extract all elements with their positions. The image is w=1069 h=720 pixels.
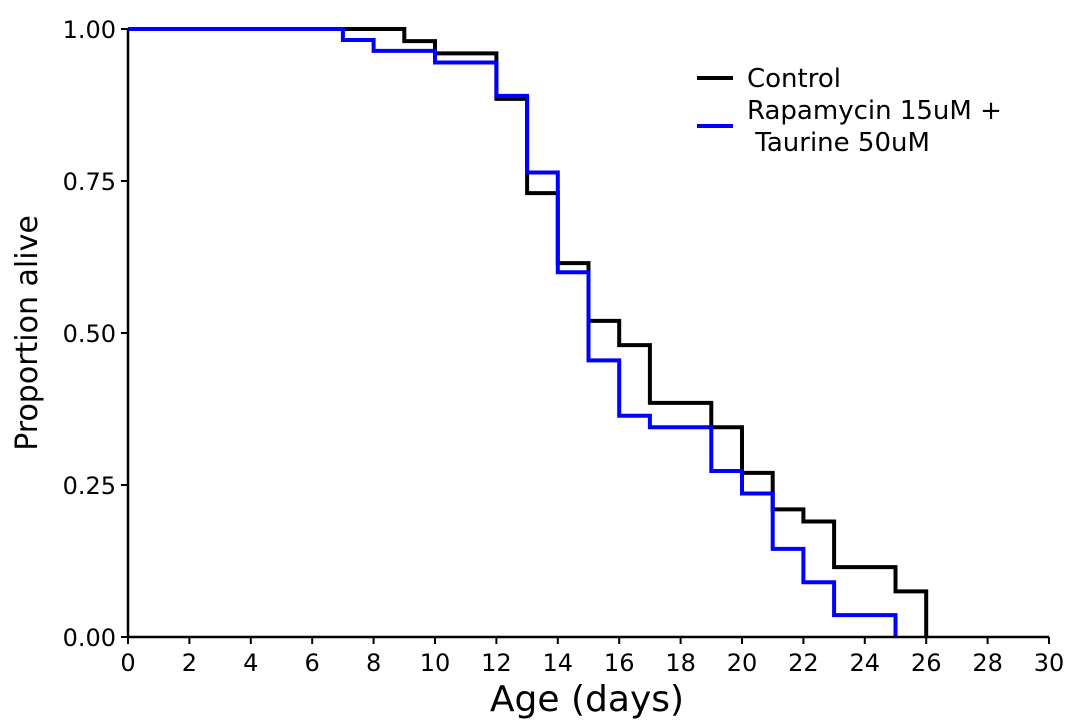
x-tick-label: 8 (366, 649, 381, 677)
series-layer (128, 27, 929, 637)
x-tick-label: 16 (604, 649, 635, 677)
x-tick-label: 0 (120, 649, 135, 677)
legend-label-1: Rapamycin 15uM + Taurine 50uM (747, 96, 1002, 158)
y-tick-label: 0.75 (63, 168, 116, 196)
x-tick-label: 22 (788, 649, 819, 677)
x-tick-label: 28 (972, 649, 1003, 677)
y-axis-title: Proportion alive (10, 215, 45, 451)
x-tick-label: 14 (543, 649, 574, 677)
x-tick-label: 6 (305, 649, 320, 677)
x-tick-label: 18 (665, 649, 696, 677)
x-tick-label: 26 (911, 649, 942, 677)
x-tick-label: 10 (420, 649, 451, 677)
y-tick-label: 0.00 (63, 624, 116, 652)
x-tick-label: 4 (243, 649, 258, 677)
x-tick-label: 2 (182, 649, 197, 677)
y-tick-label: 0.50 (63, 320, 116, 348)
x-tick-label: 30 (1034, 649, 1065, 677)
x-axis-title: Age (days) (490, 679, 684, 720)
legend-label-0: Control (747, 64, 841, 94)
x-tick-label: 12 (481, 649, 512, 677)
series-line-0 (128, 27, 929, 637)
x-axis-ticks: 0 2 4 6 8 10 12 14 16 18 20 22 24 26 28 30 (120, 637, 1064, 677)
x-tick-label: 20 (727, 649, 758, 677)
series-line-1 (128, 27, 898, 637)
y-axis-ticks: 0.00 0.25 0.50 0.75 1.00 (63, 16, 128, 652)
y-tick-label: 1.00 (63, 16, 116, 44)
y-tick-label: 0.25 (63, 472, 116, 500)
x-tick-label: 24 (850, 649, 881, 677)
